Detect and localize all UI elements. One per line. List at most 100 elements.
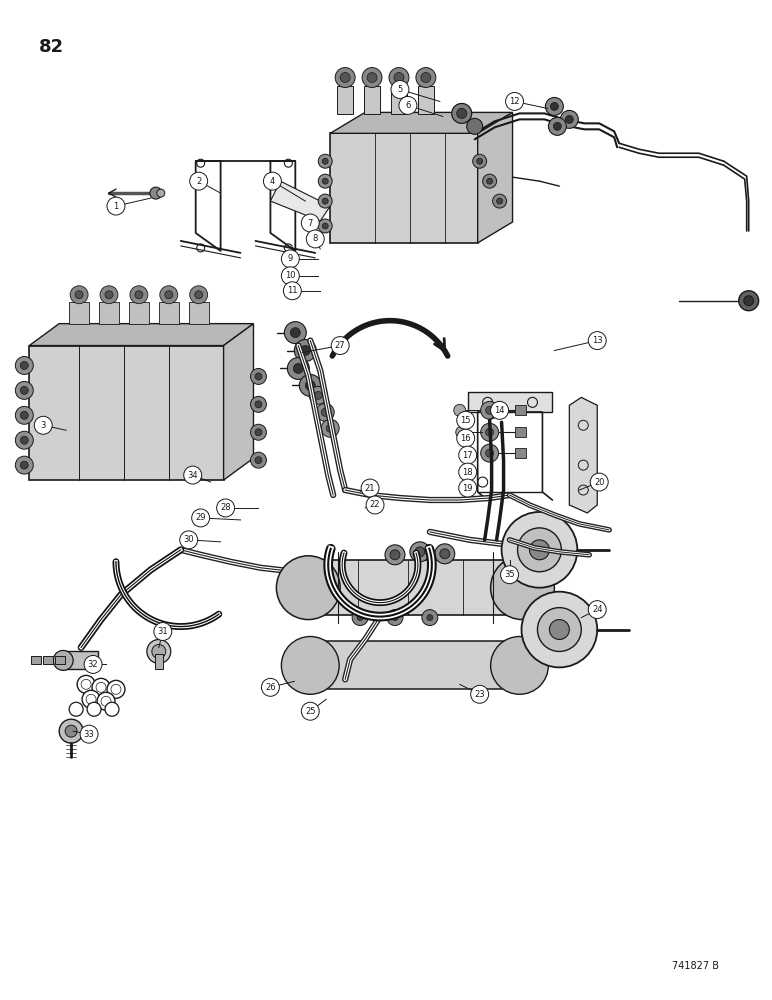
Bar	[63, 651, 98, 669]
Circle shape	[399, 96, 417, 114]
Circle shape	[491, 556, 554, 620]
Circle shape	[284, 322, 306, 344]
Circle shape	[306, 230, 324, 248]
Circle shape	[560, 110, 578, 128]
Circle shape	[366, 496, 384, 514]
Circle shape	[482, 174, 496, 188]
Text: 3: 3	[41, 421, 46, 430]
Text: 4: 4	[269, 177, 275, 186]
Circle shape	[440, 549, 450, 559]
Circle shape	[81, 679, 91, 689]
Circle shape	[394, 73, 404, 83]
Text: 10: 10	[285, 271, 296, 280]
Circle shape	[301, 214, 320, 232]
Bar	[99, 302, 119, 324]
Text: 25: 25	[305, 707, 316, 716]
Circle shape	[472, 154, 486, 168]
Circle shape	[281, 637, 339, 694]
Circle shape	[92, 678, 110, 696]
Circle shape	[486, 449, 493, 457]
Circle shape	[152, 644, 166, 658]
Bar	[391, 86, 407, 114]
Circle shape	[190, 172, 208, 190]
Circle shape	[335, 68, 355, 87]
Polygon shape	[29, 324, 253, 346]
Circle shape	[554, 122, 561, 130]
Circle shape	[327, 424, 334, 432]
Text: 21: 21	[365, 484, 375, 493]
Circle shape	[250, 368, 266, 384]
Circle shape	[435, 544, 455, 564]
Circle shape	[321, 419, 339, 437]
Circle shape	[537, 608, 581, 651]
Circle shape	[550, 620, 569, 639]
Circle shape	[352, 610, 368, 626]
Text: 2: 2	[196, 177, 201, 186]
Circle shape	[255, 373, 262, 380]
Circle shape	[75, 291, 83, 299]
Circle shape	[69, 702, 83, 716]
Circle shape	[322, 178, 328, 184]
Circle shape	[164, 291, 173, 299]
Text: 27: 27	[335, 341, 346, 350]
Circle shape	[150, 187, 162, 199]
Bar	[308, 560, 523, 615]
Circle shape	[70, 286, 88, 304]
Circle shape	[160, 286, 178, 304]
Bar	[468, 392, 553, 412]
Circle shape	[467, 118, 482, 134]
Circle shape	[367, 73, 377, 83]
Circle shape	[457, 429, 475, 447]
Circle shape	[154, 623, 172, 640]
Circle shape	[481, 444, 499, 462]
Circle shape	[548, 117, 567, 135]
Circle shape	[340, 73, 350, 83]
Circle shape	[517, 528, 561, 572]
Circle shape	[389, 68, 409, 87]
Circle shape	[100, 286, 118, 304]
Bar	[69, 302, 89, 324]
Circle shape	[500, 566, 519, 584]
Circle shape	[250, 452, 266, 468]
Circle shape	[457, 108, 467, 118]
Circle shape	[565, 115, 574, 123]
Text: 23: 23	[474, 690, 485, 699]
Circle shape	[361, 479, 379, 497]
Circle shape	[486, 406, 493, 414]
Circle shape	[190, 286, 208, 304]
Text: 26: 26	[265, 683, 276, 692]
Circle shape	[20, 386, 29, 394]
Bar	[418, 86, 434, 114]
Text: 13: 13	[592, 336, 603, 345]
Circle shape	[15, 456, 33, 474]
Text: 82: 82	[39, 38, 64, 56]
Circle shape	[422, 610, 438, 626]
Circle shape	[53, 650, 73, 670]
Circle shape	[180, 531, 198, 549]
Text: 29: 29	[195, 513, 206, 522]
Circle shape	[195, 291, 203, 299]
Circle shape	[65, 725, 77, 737]
Circle shape	[20, 411, 29, 419]
Circle shape	[457, 411, 475, 429]
Circle shape	[459, 463, 476, 481]
Circle shape	[588, 601, 606, 619]
Circle shape	[255, 401, 262, 408]
Circle shape	[294, 340, 317, 362]
Bar	[514, 405, 527, 415]
Circle shape	[157, 189, 164, 197]
Circle shape	[491, 401, 509, 419]
Circle shape	[588, 332, 606, 350]
Circle shape	[454, 404, 466, 416]
Circle shape	[84, 655, 102, 673]
Circle shape	[481, 401, 499, 419]
Circle shape	[301, 702, 320, 720]
Circle shape	[105, 291, 113, 299]
Circle shape	[281, 267, 300, 285]
Text: 741827 B: 741827 B	[672, 961, 719, 971]
Circle shape	[321, 408, 329, 416]
Circle shape	[486, 428, 493, 436]
Circle shape	[415, 547, 425, 557]
Circle shape	[276, 556, 340, 620]
Bar	[29, 346, 224, 480]
